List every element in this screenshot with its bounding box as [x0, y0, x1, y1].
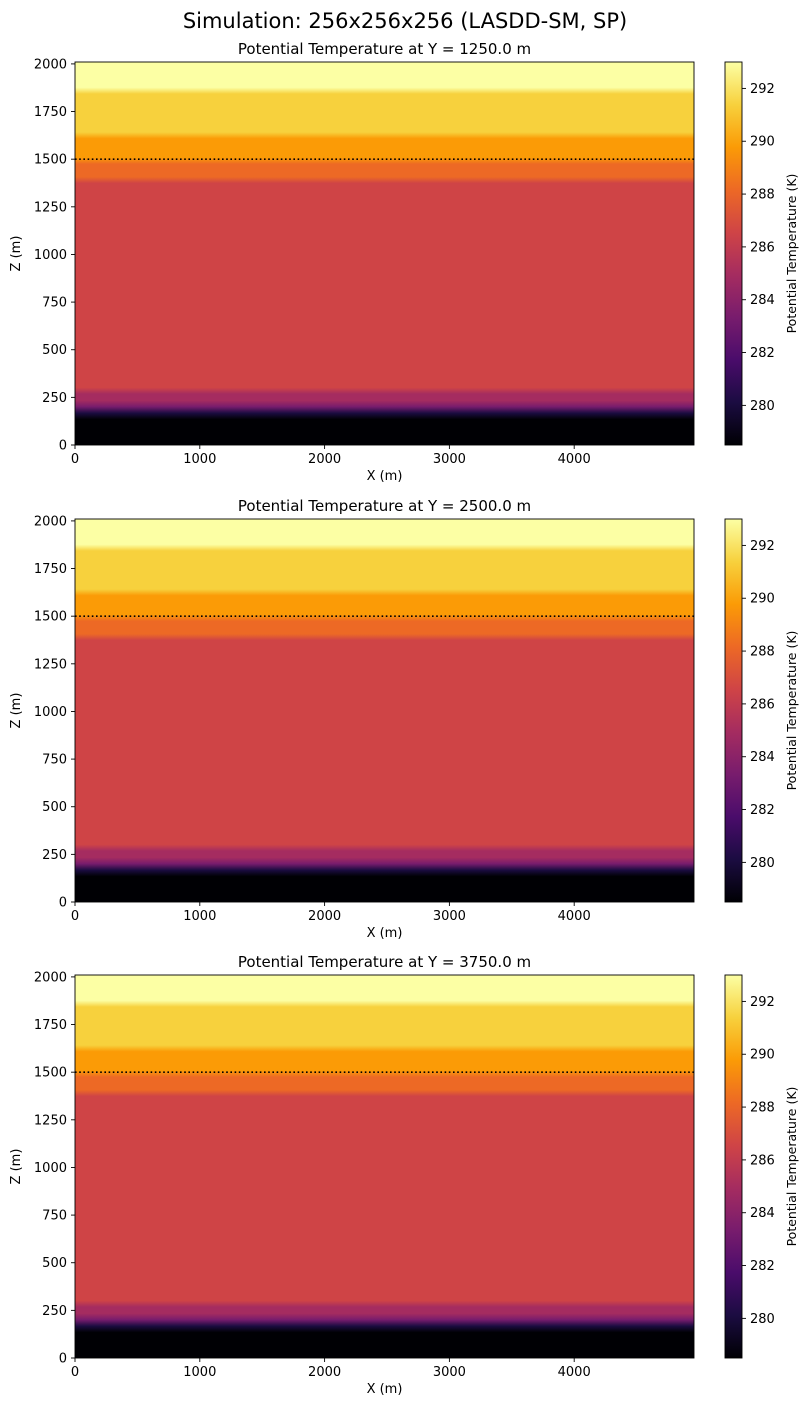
panel-2-axes-frame: [74, 518, 695, 903]
colorbar-tick-label: 280: [750, 399, 775, 414]
panel-3-heatmap: [75, 975, 694, 1358]
y-tick-label: 0: [59, 439, 67, 454]
panel-1-y-axis-label: Z (m): [9, 236, 24, 272]
panel-1: Potential Temperature at Y = 1250.0 m 0 10…: [9, 40, 799, 484]
panel-1-colorbar-label: Potential Temperature (K): [784, 174, 799, 334]
colorbar-tick-label: 290: [750, 135, 775, 150]
y-tick-label: 1250: [34, 200, 67, 215]
panel-1-title: Potential Temperature at Y = 1250.0 m: [238, 40, 531, 58]
colorbar-tick-label: 288: [750, 1101, 775, 1116]
colorbar-tick-label: 282: [750, 346, 775, 361]
x-tick-label: 1000: [183, 909, 216, 924]
colorbar-tick-label: 288: [750, 188, 775, 203]
x-tick-label: 0: [71, 909, 79, 924]
colorbar-tick-label: 280: [750, 1312, 775, 1327]
y-tick-label: 1000: [34, 705, 67, 720]
y-tick-label: 1000: [34, 248, 67, 263]
colorbar-tick-label: 284: [750, 1206, 775, 1221]
y-tick-label: 250: [42, 391, 67, 406]
colorbar-tick-label: 292: [750, 995, 775, 1010]
y-tick-label: 1000: [34, 1161, 67, 1176]
panel-2-y-axis-label: Z (m): [9, 693, 24, 729]
panel-3-colorbar: [724, 974, 743, 1359]
y-tick-label: 750: [42, 296, 67, 311]
panel-3-axes-frame: [74, 974, 695, 1359]
y-tick-label: 1500: [34, 1066, 67, 1081]
x-tick-label: 4000: [558, 1365, 591, 1380]
x-tick-label: 4000: [558, 909, 591, 924]
panel-2-colorbar: [724, 518, 743, 903]
panel-3: Potential Temperature at Y = 3750.0 m 0 10…: [9, 953, 799, 1397]
panel-1-heatmap: [75, 62, 694, 445]
figure-suptitle: Simulation: 256x256x256 (LASDD-SM, SP): [183, 9, 627, 33]
y-tick-label: 1250: [34, 1113, 67, 1128]
y-tick-label: 250: [42, 848, 67, 863]
y-tick-label: 0: [59, 1352, 67, 1367]
x-tick-label: 0: [71, 452, 79, 467]
y-tick-label: 2000: [34, 57, 67, 72]
y-tick-label: 0: [59, 896, 67, 911]
panel-2-title: Potential Temperature at Y = 2500.0 m: [238, 497, 531, 515]
x-tick-label: 2000: [308, 909, 341, 924]
x-tick-label: 3000: [433, 1365, 466, 1380]
panel-1-axes-frame: [74, 61, 695, 446]
x-tick-label: 1000: [183, 452, 216, 467]
y-tick-label: 500: [42, 800, 67, 815]
colorbar-tick-label: 284: [750, 750, 775, 765]
y-tick-label: 500: [42, 343, 67, 358]
colorbar-tick-label: 286: [750, 240, 775, 255]
colorbar-tick-label: 282: [750, 803, 775, 818]
x-tick-label: 0: [71, 1365, 79, 1380]
panel-2-x-axis-label: X (m): [367, 926, 403, 941]
panel-2-colorbar-label: Potential Temperature (K): [784, 631, 799, 791]
colorbar-tick-label: 282: [750, 1259, 775, 1274]
colorbar-tick-label: 290: [750, 592, 775, 607]
colorbar-tick-label: 284: [750, 293, 775, 308]
y-tick-label: 500: [42, 1256, 67, 1271]
panel-1-x-axis-label: X (m): [367, 469, 403, 484]
y-tick-label: 250: [42, 1304, 67, 1319]
y-tick-label: 1750: [34, 105, 67, 120]
x-tick-label: 3000: [433, 452, 466, 467]
x-tick-label: 1000: [183, 1365, 216, 1380]
y-tick-label: 1750: [34, 562, 67, 577]
x-tick-label: 2000: [308, 1365, 341, 1380]
y-tick-label: 750: [42, 753, 67, 768]
colorbar-tick-label: 288: [750, 645, 775, 660]
colorbar-tick-label: 286: [750, 697, 775, 712]
colorbar-tick-label: 292: [750, 539, 775, 554]
colorbar-tick-label: 286: [750, 1153, 775, 1168]
panel-2-heatmap: [75, 519, 694, 902]
panel-3-colorbar-label: Potential Temperature (K): [784, 1087, 799, 1247]
y-tick-label: 1500: [34, 610, 67, 625]
panel-3-y-axis-label: Z (m): [9, 1149, 24, 1185]
colorbar-tick-label: 290: [750, 1048, 775, 1063]
y-tick-label: 2000: [34, 970, 67, 985]
panel-1-colorbar: [724, 61, 743, 446]
panel-3-title: Potential Temperature at Y = 3750.0 m: [238, 953, 531, 971]
x-tick-label: 3000: [433, 909, 466, 924]
panel-3-x-axis-label: X (m): [367, 1382, 403, 1397]
y-tick-label: 750: [42, 1209, 67, 1224]
colorbar-tick-label: 292: [750, 82, 775, 97]
colorbar-tick-label: 280: [750, 856, 775, 871]
y-tick-label: 2000: [34, 514, 67, 529]
y-tick-label: 1250: [34, 657, 67, 672]
x-tick-label: 4000: [558, 452, 591, 467]
y-tick-label: 1500: [34, 153, 67, 168]
y-tick-label: 1750: [34, 1018, 67, 1033]
panel-2: Potential Temperature at Y = 2500.0 m 0 10…: [9, 497, 799, 941]
x-tick-label: 2000: [308, 452, 341, 467]
